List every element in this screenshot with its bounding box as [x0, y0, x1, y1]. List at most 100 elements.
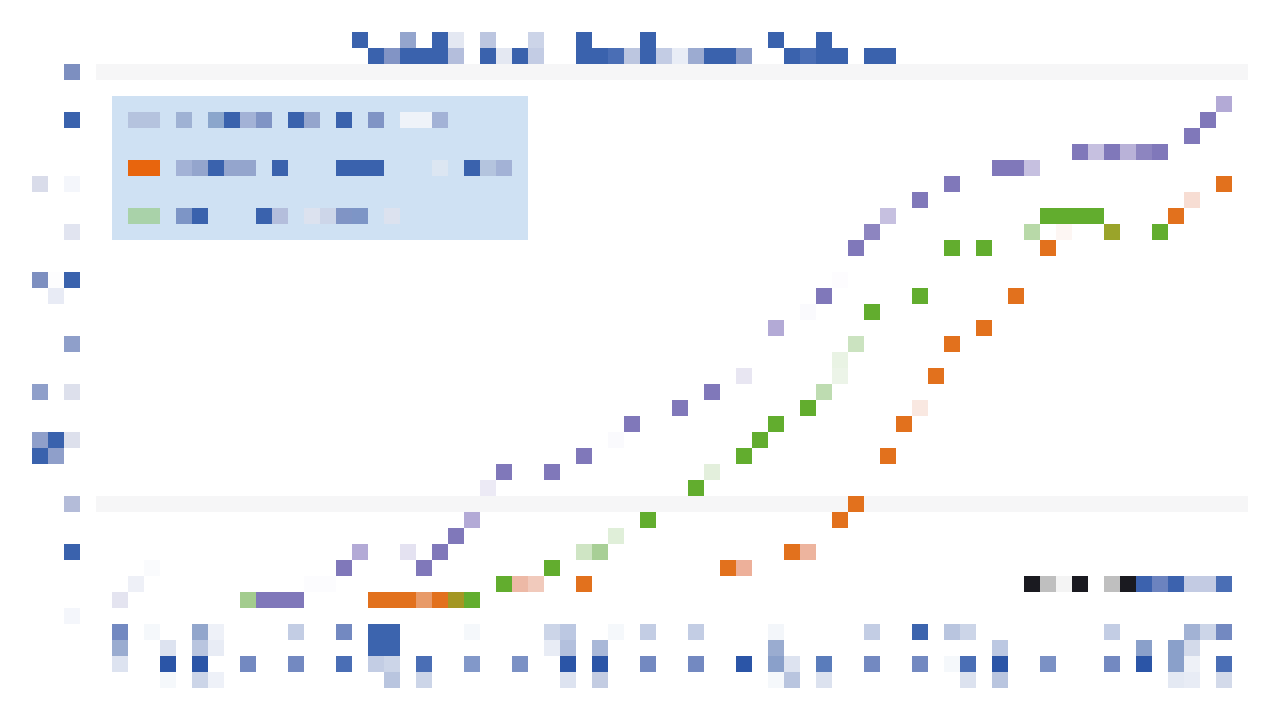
legend-text-block — [496, 160, 512, 176]
series-orange-point — [448, 592, 464, 608]
series-green-point — [944, 240, 960, 256]
x-axis-label-block — [592, 656, 608, 672]
series-green-point — [464, 592, 480, 608]
x-axis-label-block — [1216, 672, 1232, 688]
legend-text-block — [208, 112, 224, 128]
series-purple-point — [448, 528, 464, 544]
y-axis-label-block — [64, 608, 80, 624]
series-green-point — [1104, 224, 1120, 240]
series-green-point — [1072, 208, 1088, 224]
series-purple-point — [416, 560, 432, 576]
series-purple-point — [304, 576, 320, 592]
series-purple-point — [496, 464, 512, 480]
x-axis-label-block — [416, 656, 432, 672]
gridline-band — [96, 64, 1248, 80]
legend-text-block — [192, 160, 208, 176]
x-axis-label-block — [768, 624, 784, 640]
y-axis-label-block — [32, 176, 48, 192]
series-purple-point — [608, 432, 624, 448]
x-axis-label-block — [592, 640, 608, 656]
title-block — [704, 48, 720, 64]
x-axis-label-block — [1184, 640, 1200, 656]
series-green-point — [576, 544, 592, 560]
legend-text-block — [304, 208, 320, 224]
watermark-block — [1216, 576, 1232, 592]
series-green-point — [816, 384, 832, 400]
watermark-block — [1200, 576, 1216, 592]
series-purple-point — [352, 544, 368, 560]
watermark-block — [1152, 576, 1168, 592]
series-green-point — [752, 432, 768, 448]
title-block — [384, 48, 400, 64]
gridline-band — [96, 496, 1248, 512]
legend-text-block — [256, 112, 272, 128]
legend-text-block — [176, 112, 192, 128]
title-block — [432, 48, 448, 64]
series-purple-point — [336, 560, 352, 576]
series-orange-point — [720, 560, 736, 576]
title-block — [416, 48, 432, 64]
x-axis-label-block — [192, 656, 208, 672]
legend-text-block — [240, 160, 256, 176]
x-axis-label-block — [960, 656, 976, 672]
series-orange-point — [976, 320, 992, 336]
series-orange-point — [800, 544, 816, 560]
legend-text-block — [272, 160, 288, 176]
x-axis-label-block — [1200, 624, 1216, 640]
x-axis-label-block — [336, 656, 352, 672]
legend-text-block — [368, 160, 384, 176]
title-block — [784, 48, 800, 64]
legend-text-block — [336, 160, 352, 176]
series-purple-point — [912, 192, 928, 208]
series-purple-point — [320, 576, 336, 592]
series-orange-point — [1008, 288, 1024, 304]
x-axis-label-block — [992, 656, 1008, 672]
x-axis-label-block — [368, 656, 384, 672]
title-block — [576, 32, 592, 48]
title-block — [592, 48, 608, 64]
series-green-point — [608, 528, 624, 544]
x-axis-label-block — [688, 624, 704, 640]
legend-text-block — [384, 208, 400, 224]
y-axis-label-block — [48, 272, 64, 288]
series-purple-point — [288, 592, 304, 608]
x-axis-label-block — [688, 656, 704, 672]
watermark-block — [1040, 576, 1056, 592]
x-axis-label-block — [544, 624, 560, 640]
y-axis-label-block — [64, 112, 80, 128]
title-block — [640, 48, 656, 64]
x-axis-label-block — [192, 624, 208, 640]
series-purple-point — [400, 544, 416, 560]
title-block — [352, 32, 368, 48]
series-green-point — [848, 336, 864, 352]
series-orange-point — [880, 448, 896, 464]
y-axis-label-block — [64, 544, 80, 560]
legend-text-block — [224, 112, 240, 128]
title-block — [480, 32, 496, 48]
x-axis-label-block — [1168, 672, 1184, 688]
x-axis-label-block — [608, 624, 624, 640]
x-axis-label-block — [1168, 656, 1184, 672]
series-purple-point — [704, 384, 720, 400]
x-axis-label-block — [1184, 672, 1200, 688]
legend-text-block — [288, 112, 304, 128]
title-block — [720, 48, 736, 64]
series-purple-point — [800, 304, 816, 320]
series-purple-point — [480, 480, 496, 496]
series-orange-point — [928, 368, 944, 384]
watermark-block — [1056, 576, 1072, 592]
x-axis-label-block — [768, 656, 784, 672]
x-axis-label-block — [464, 624, 480, 640]
x-axis-label-block — [592, 672, 608, 688]
title-block — [656, 48, 672, 64]
x-axis-label-block — [1216, 624, 1232, 640]
y-axis-label-block — [64, 432, 80, 448]
y-axis-label-block — [64, 336, 80, 352]
x-axis-label-block — [1216, 656, 1232, 672]
series-orange-point — [1040, 240, 1056, 256]
y-axis-label-block — [64, 176, 80, 192]
watermark-block — [1072, 576, 1088, 592]
x-axis-label-block — [784, 656, 800, 672]
legend-swatch-orange — [128, 160, 160, 176]
